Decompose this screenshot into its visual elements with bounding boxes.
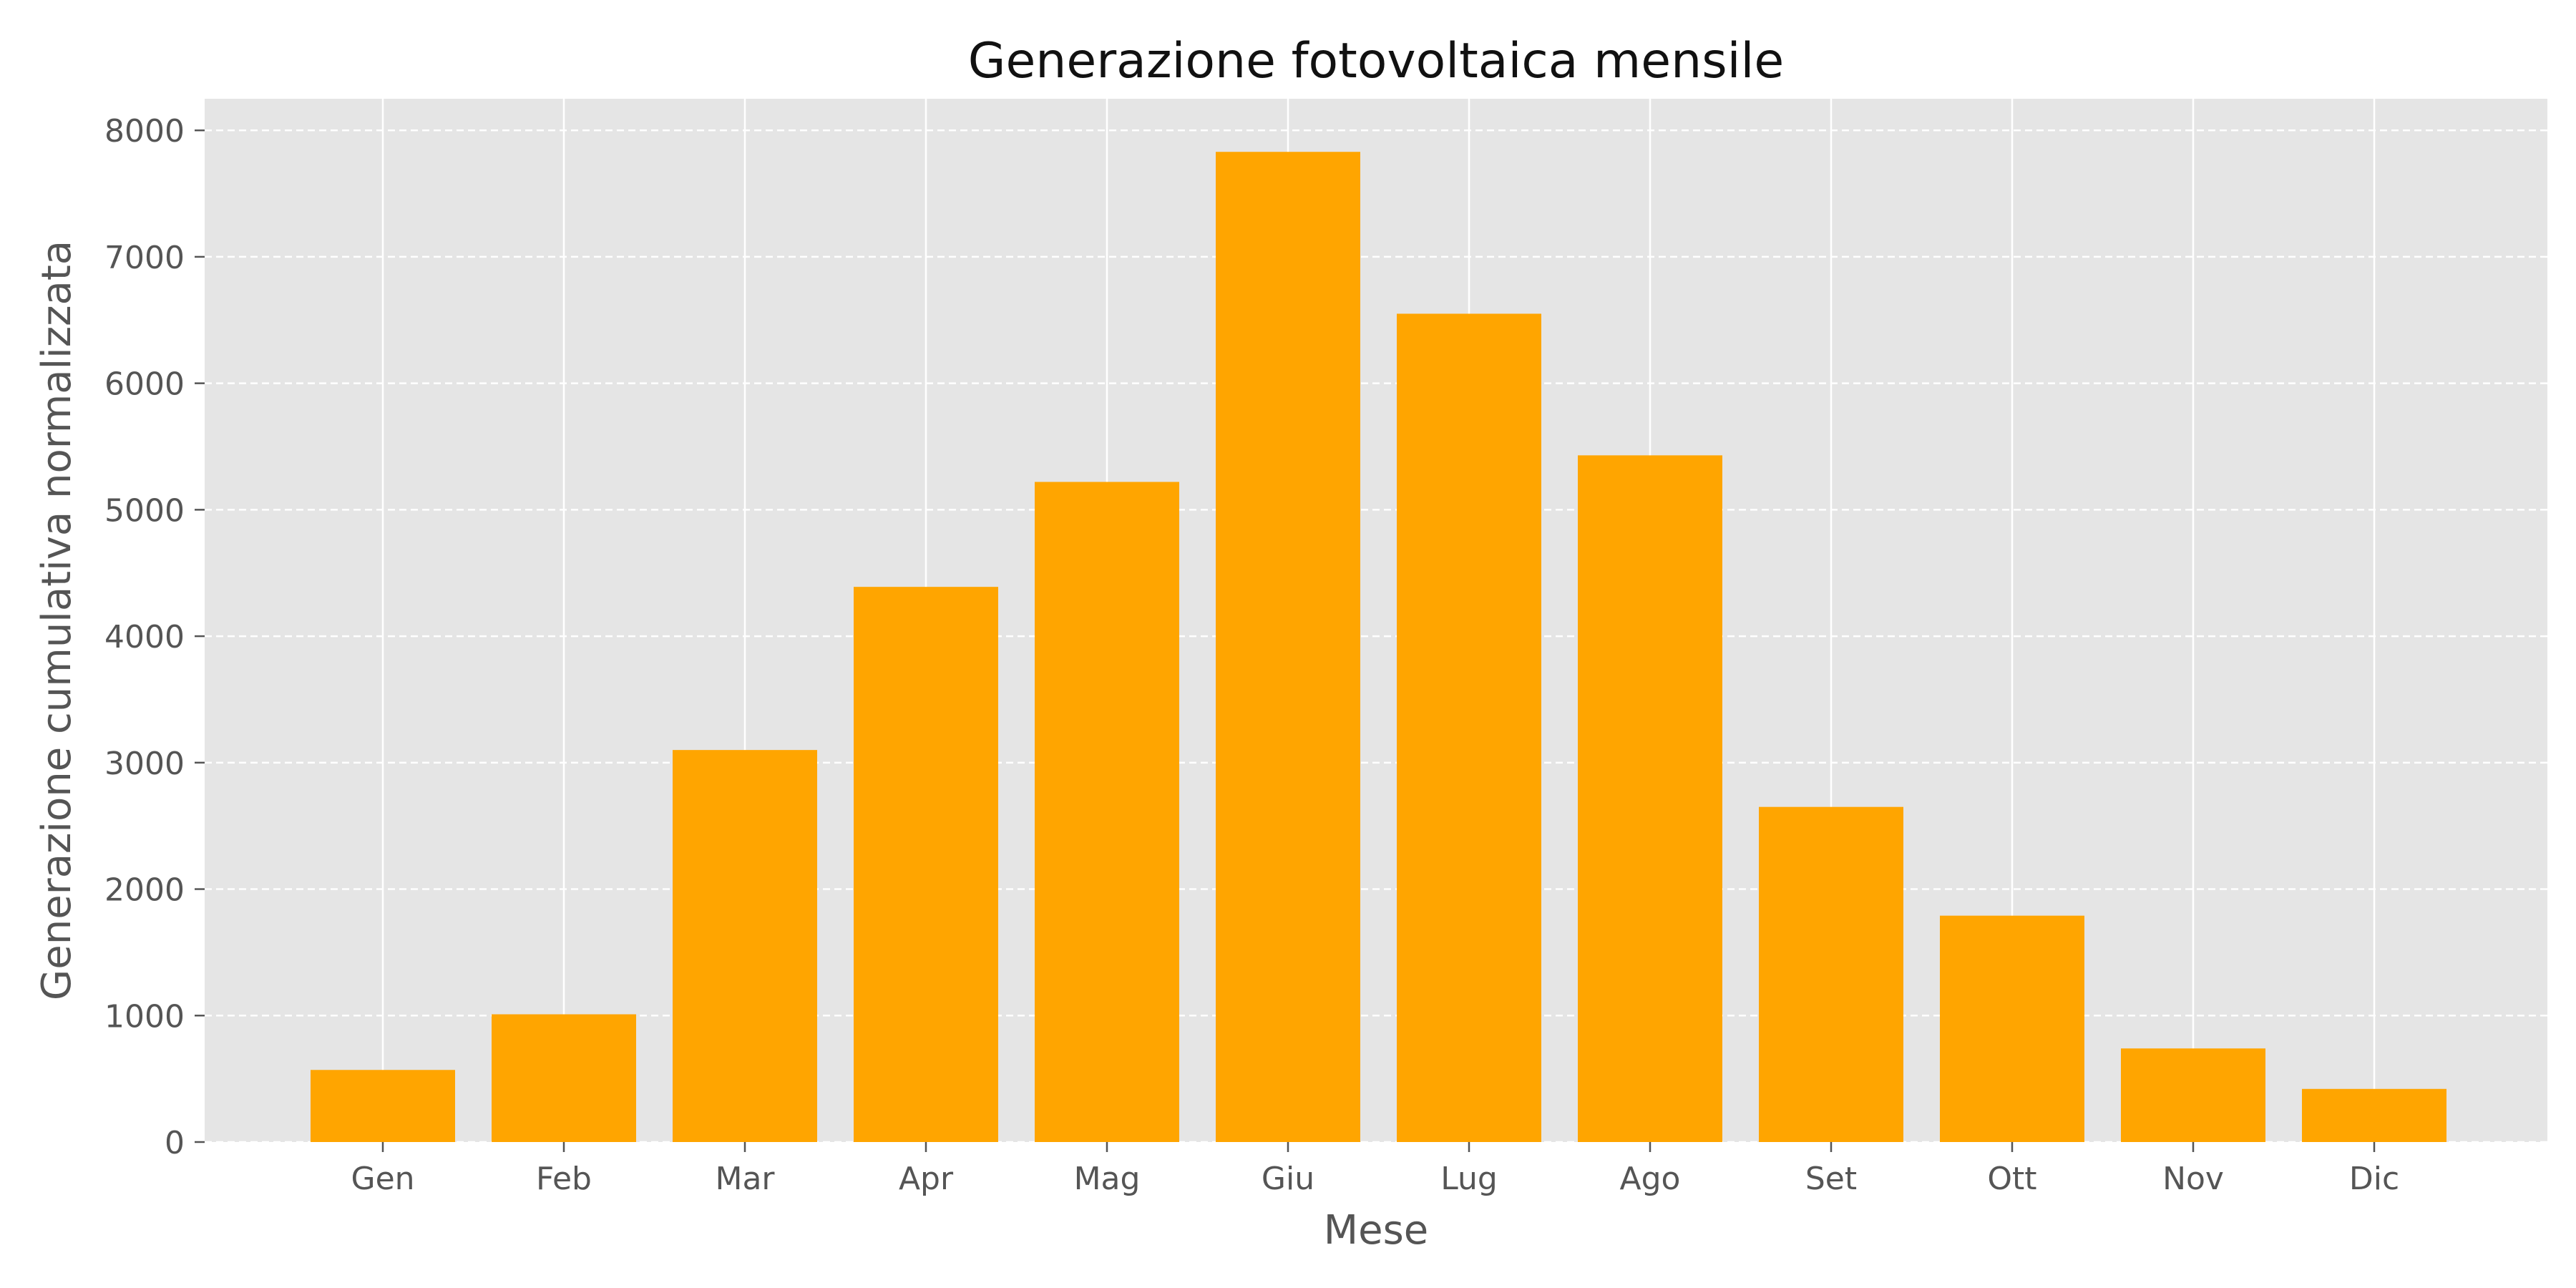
chart-title: Generazione fotovoltaica mensile: [968, 33, 1785, 89]
y-axis-ticks: 0 1000 2000 3000 4000 5000 6000 7000 8000: [104, 113, 205, 1161]
x-tick-label: Mag: [1074, 1161, 1141, 1197]
x-axis-label: Mese: [1324, 1207, 1428, 1254]
bar-apr: [854, 587, 998, 1142]
y-tick-label: 2000: [104, 872, 185, 909]
x-tick-label: Gen: [351, 1161, 414, 1197]
y-tick-label: 8000: [104, 113, 185, 150]
y-tick-label: 5000: [104, 492, 185, 529]
bar-mag: [1035, 482, 1179, 1142]
y-tick-label: 7000: [104, 240, 185, 276]
bar-giu: [1216, 152, 1360, 1142]
bar-dic: [2302, 1088, 2446, 1142]
bar-lug: [1397, 313, 1541, 1142]
y-tick-label: 3000: [104, 746, 185, 782]
bar-gen: [311, 1070, 455, 1142]
bar-feb: [492, 1014, 636, 1142]
x-tick-label: Set: [1805, 1161, 1857, 1197]
y-axis-label: Generazione cumulativa normalizzata: [34, 240, 80, 1000]
plot-background: [205, 99, 2547, 1142]
y-tick-label: 1000: [104, 998, 185, 1035]
bars: [311, 152, 2446, 1142]
x-tick-label: Ott: [1987, 1161, 2036, 1197]
x-tick-label: Feb: [536, 1161, 592, 1197]
y-tick-label: 4000: [104, 619, 185, 655]
x-axis-ticks: Gen Feb Mar Apr Mag Giu Lug Ago Set Ott Nov Dic: [351, 1142, 2399, 1197]
y-tick-label: 0: [165, 1125, 185, 1161]
bar-set: [1759, 806, 1903, 1142]
y-tick-label: 6000: [104, 366, 185, 403]
bar-ago: [1578, 455, 1722, 1142]
x-tick-label: Mar: [715, 1161, 775, 1197]
bar-nov: [2121, 1048, 2265, 1142]
bar-ott: [1940, 915, 2084, 1142]
x-tick-label: Dic: [2349, 1161, 2399, 1197]
x-tick-label: Nov: [2162, 1161, 2224, 1197]
x-tick-label: Apr: [899, 1161, 954, 1197]
bar-mar: [673, 750, 817, 1142]
x-tick-label: Giu: [1262, 1161, 1314, 1197]
x-tick-label: Lug: [1440, 1161, 1498, 1197]
x-tick-label: Ago: [1620, 1161, 1681, 1197]
